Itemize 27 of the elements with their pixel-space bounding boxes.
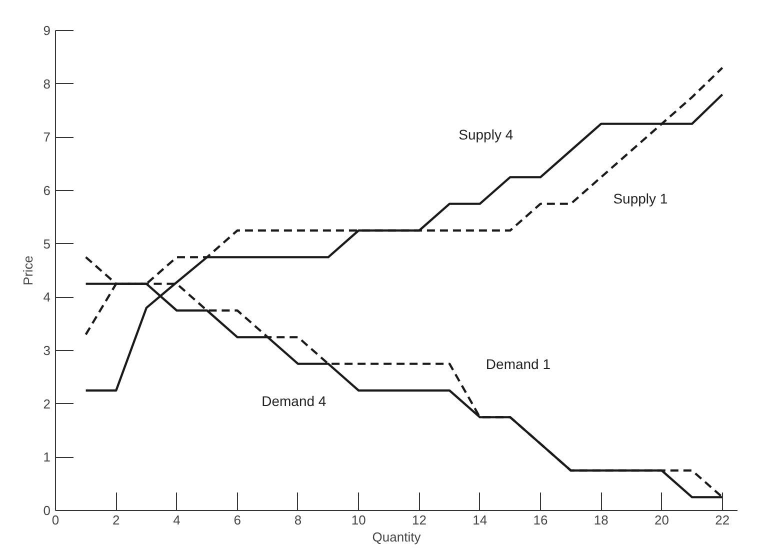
- y-tick-label: 9: [43, 23, 51, 38]
- y-axis-title: Price: [20, 256, 36, 286]
- x-tick-label: 4: [173, 512, 180, 528]
- series-label: Demand 1: [486, 356, 551, 372]
- y-tick-label: 6: [43, 183, 51, 198]
- y-tick-label: 1: [43, 450, 51, 465]
- y-tick-label: 5: [43, 236, 51, 252]
- series-label: Demand 4: [262, 393, 326, 410]
- y-tick-label: 8: [43, 76, 51, 92]
- x-tick-label: 12: [412, 512, 426, 528]
- series-label: Supply 1: [613, 190, 668, 206]
- x-tick-label: 10: [351, 512, 366, 528]
- x-axis-title: Quantity: [372, 530, 422, 544]
- y-tick-label: 3: [43, 343, 51, 358]
- y-tick-label: 0: [43, 503, 51, 518]
- y-tick-label: 4: [43, 290, 51, 305]
- x-tick-label: 20: [654, 512, 669, 528]
- x-tick-label: 2: [112, 512, 120, 528]
- text: Supply 4: [458, 126, 514, 142]
- x-tick-label: 22: [715, 512, 730, 528]
- x-tick-label: 18: [594, 512, 608, 528]
- x-tick-label: 8: [294, 512, 302, 528]
- y-tick-label: 2: [43, 396, 51, 412]
- x-tick-label: 6: [234, 512, 241, 528]
- y-tick-label: 7: [43, 130, 51, 145]
- x-tick-label: 14: [472, 512, 488, 528]
- x-tick-label: 16: [533, 512, 548, 528]
